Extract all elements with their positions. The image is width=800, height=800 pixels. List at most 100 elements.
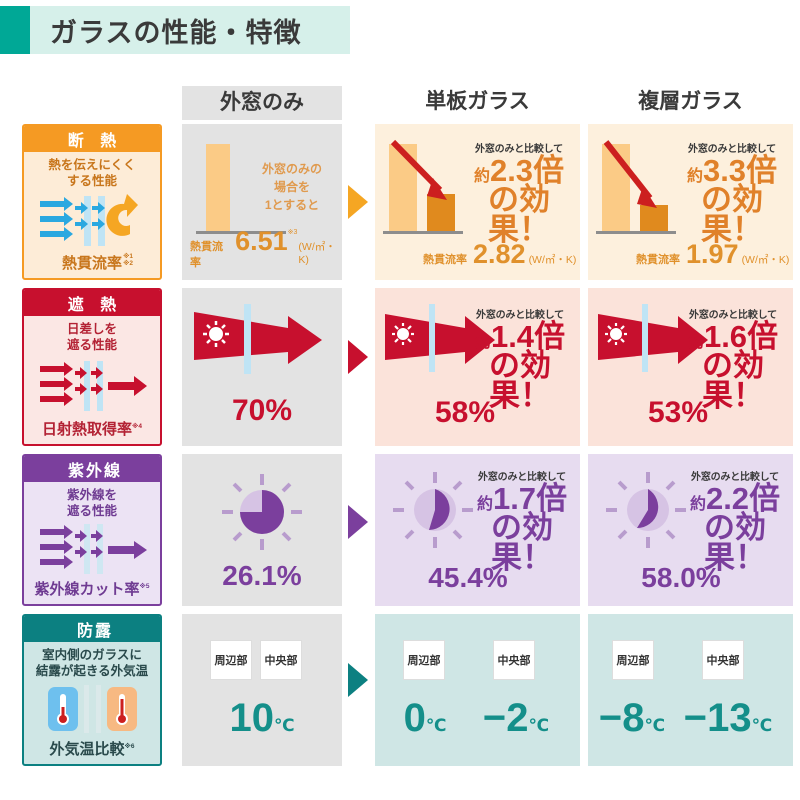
row-condensation-cell-single-bg — [375, 614, 580, 766]
temp-center-single: −2℃ — [482, 696, 550, 740]
column-header-double: 複層ガラス — [588, 84, 793, 120]
row-label-shading-body: 日差しを 遮る性能 日射熱取得率※4 — [24, 316, 160, 444]
row-uv-double-content: 外窓のみと比較して 約2.2倍 の効果！ 58.0% — [588, 454, 793, 606]
bar-outer-insulation — [206, 144, 230, 232]
column-header-single: 単板ガラス — [375, 84, 580, 120]
title-accent-bar — [0, 6, 30, 54]
column-header-double-label: 複層ガラス — [638, 90, 743, 113]
comparison-note: 外窓のみと比較して — [478, 472, 566, 483]
row-condensation-outer-content: 周辺部 中央部 10℃ — [182, 614, 342, 766]
down-arrow-icon — [390, 139, 447, 200]
row-shading-outer-content: 70% — [182, 288, 342, 446]
comparison-block-double: 外窓のみと比較して 約2.2倍 の効果！ — [678, 468, 792, 573]
value-double-uv: 58.0% — [641, 562, 721, 593]
row-label-insulation-subtitle: 熱を伝えにくく する性能 — [48, 158, 135, 189]
row-label-uv: 紫外線 紫外線を 遮る性能 — [22, 454, 162, 606]
caption-edge-double: 周辺部 — [612, 640, 654, 680]
row-uv-single-content: 外窓のみと比較して 約1.7倍 の効果！ 45.4% — [375, 454, 580, 606]
temp-edge-single: 0℃ — [403, 696, 447, 740]
row-label-shading-head: 遮 熱 — [24, 290, 160, 316]
row-insulation-single-content: 外窓のみと比較して 約2.3倍 の効果！ 熱貫流率 2.82 (W/㎡・K) — [375, 124, 580, 280]
arrow-separator-condensation — [348, 663, 368, 697]
row-label-condensation: 防露 室内側のガラスに 結露が起きる外気温 — [22, 614, 162, 766]
row-label-condensation-body: 室内側のガラスに 結露が起きる外気温 — [24, 642, 160, 764]
row-label-insulation-subtitle-line2: する性能 — [66, 173, 117, 188]
comparison-note: 外窓のみと比較して — [688, 144, 776, 155]
sun-ray-arrow-icon — [598, 304, 708, 372]
row-shading-cell-double-bg — [588, 288, 793, 446]
row-label-insulation-title: 断 熱 — [67, 133, 123, 150]
comparison-note: 外窓のみと比較して — [689, 310, 777, 321]
caption-center-single: 中央部 — [493, 640, 535, 680]
comparison-suffix: の効果！ — [489, 348, 551, 413]
page-title-bar: ガラスの性能・特徴 — [0, 6, 350, 54]
row-label-shading-title: 遮 熱 — [67, 297, 123, 314]
row-label-uv-title: 紫外線 — [67, 463, 122, 480]
row-condensation-cell-outer-bg — [182, 614, 342, 766]
comparison-block-double: 外窓のみと比較して 約3.3倍 の効果！ — [674, 140, 790, 245]
row-label-insulation-head: 断 熱 — [24, 126, 160, 152]
comparison-block-single: 外窓のみと比較して 約2.3倍 の効果！ — [461, 140, 577, 245]
row-label-condensation-subtitle: 室内側のガラスに 結露が起きる外気温 — [35, 648, 149, 678]
row-label-insulation-metric: 熱貫流率 ※1 ※2 — [61, 253, 133, 272]
caption-center-outer: 中央部 — [260, 640, 302, 680]
caption-edge-outer: 周辺部 — [210, 640, 252, 680]
comparison-note: 外窓のみと比較して — [691, 472, 779, 483]
row-label-insulation-subtitle-line1: 熱を伝えにくく — [48, 158, 136, 172]
row-uv-outer-content: 26.1% — [182, 454, 342, 606]
comparison-note: 外窓のみと比較して — [476, 310, 564, 321]
column-header-outer: 外窓のみ — [182, 86, 342, 120]
row-condensation-single-content: 周辺部 中央部 0℃ −2℃ — [375, 614, 580, 766]
caption-center-double: 中央部 — [702, 640, 744, 680]
comparison-suffix: の効果！ — [488, 182, 550, 247]
thermometer-compare-icon — [34, 683, 150, 735]
temp-edge-double: −8℃ — [598, 696, 666, 740]
row-shading-cell-outer-bg — [182, 288, 342, 446]
row-label-insulation-body: 熱を伝えにくく する性能 熱 — [24, 152, 160, 278]
value-outer-shading: 70% — [231, 394, 293, 427]
arrow-separator-shading — [348, 340, 368, 374]
bar-baseline — [383, 231, 463, 234]
uv-sun-pie-icon — [606, 472, 686, 548]
title-body: ガラスの性能・特徴 — [30, 6, 350, 54]
value-double-shading: 53% — [647, 396, 709, 429]
metric-readout-double: 熱貫流率 1.97 (W/㎡・K) — [636, 239, 790, 269]
value-single-uv: 45.4% — [428, 562, 508, 593]
row-shading-cell-single-bg — [375, 288, 580, 446]
uv-sun-pie-icon — [393, 472, 473, 548]
down-arrow-icon — [603, 140, 657, 208]
value-outer-uv: 26.1% — [222, 560, 302, 591]
row-insulation-outer-content: 外窓のみの 場合を 1とすると 熱貫流率 6.51 ※3 (W/㎡・K) — [182, 124, 342, 280]
comparison-block-double: 外窓のみと比較して 約1.6倍 の効果！ — [674, 306, 792, 411]
row-condensation-cell-double-bg — [588, 614, 793, 766]
arrow-separator-insulation — [348, 185, 368, 219]
metric-readout-outer: 熱貫流率 6.51 ※3 (W/㎡・K) — [190, 226, 336, 269]
sun-ray-arrow-icon — [385, 304, 495, 372]
row-shading-single-content: 外窓のみと比較して 約1.4倍 の効果！ 58% — [375, 288, 580, 446]
bar-baseline — [596, 231, 676, 234]
row-label-condensation-title: 防露 — [76, 623, 113, 640]
solar-heat-icon — [34, 359, 150, 413]
row-label-uv-metric: 紫外線カット率※5 — [34, 581, 150, 598]
bar-value-single — [427, 194, 455, 232]
comparison-block-single: 外窓のみと比較して 約1.7倍 の効果！ — [465, 468, 579, 573]
temp-outer: 10℃ — [229, 696, 295, 740]
sun-ray-arrow-icon — [194, 304, 322, 374]
comparison-suffix: の効果！ — [491, 510, 553, 575]
temp-center-double: −13℃ — [683, 696, 773, 740]
comparison-suffix: の効果！ — [704, 510, 766, 575]
page-title: ガラスの性能・特徴 — [50, 17, 302, 48]
uv-sun-pie-icon — [222, 474, 302, 550]
caption-edge-single: 周辺部 — [403, 640, 445, 680]
outer-caption: 外窓のみの 場合を 1とすると — [261, 162, 322, 212]
arrow-separator-uv — [348, 505, 368, 539]
row-label-condensation-metric: 外気温比較※6 — [49, 741, 135, 758]
bar-baseline — [196, 231, 286, 234]
row-label-uv-subtitle: 紫外線を 遮る性能 — [66, 488, 117, 518]
comparison-block-single: 外窓のみと比較して 約1.4倍 の効果！ — [461, 306, 579, 411]
row-shading-double-content: 外窓のみと比較して 約1.6倍 の効果！ 53% — [588, 288, 793, 446]
row-uv-cell-single-bg — [375, 454, 580, 606]
row-label-uv-head: 紫外線 — [24, 456, 160, 482]
comparison-note: 外窓のみと比較して — [475, 144, 563, 155]
bar-value-double — [640, 205, 668, 232]
